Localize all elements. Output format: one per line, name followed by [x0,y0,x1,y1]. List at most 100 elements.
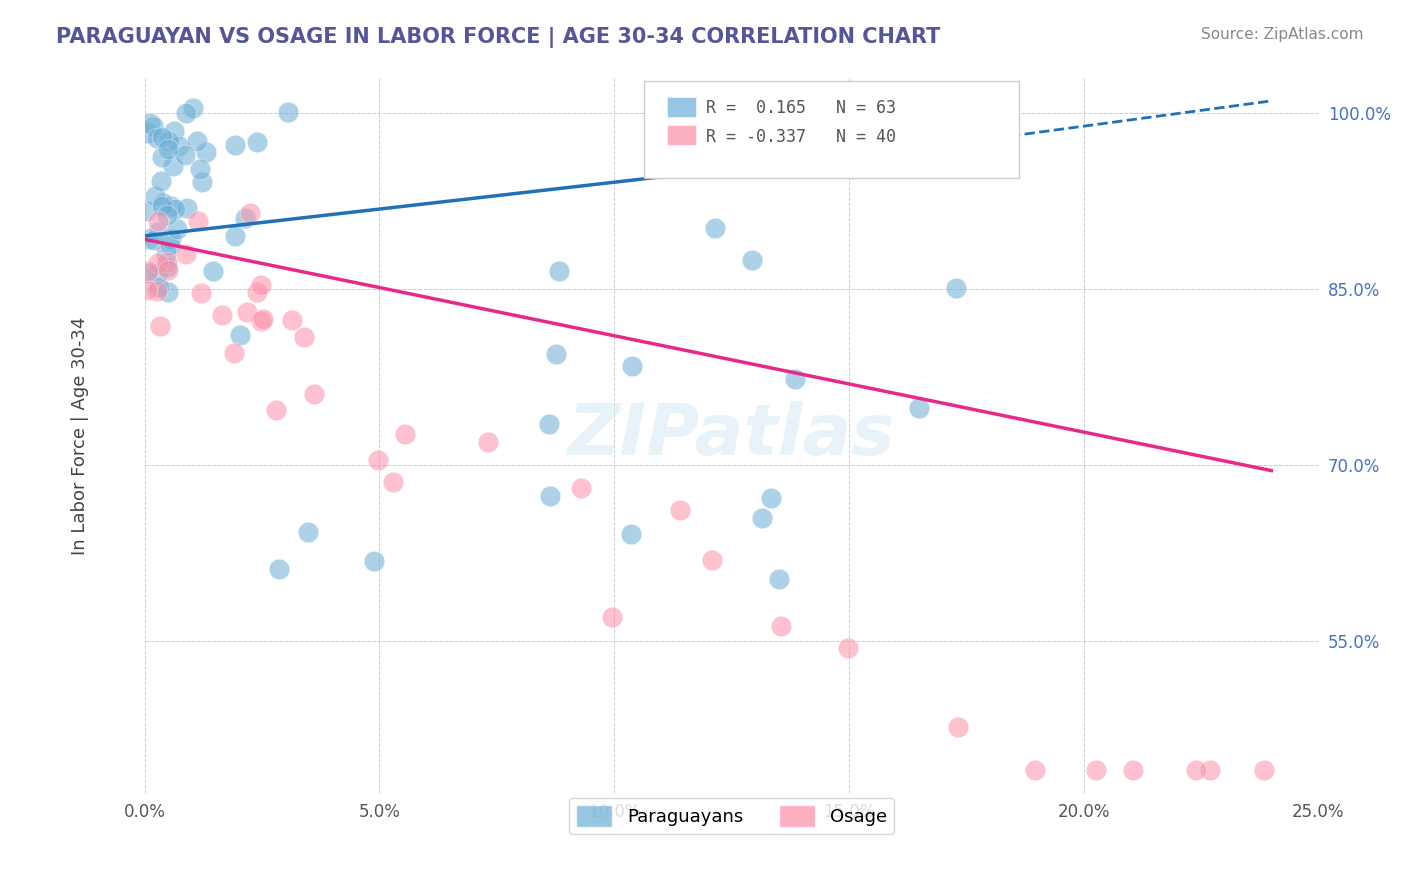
Point [145,267,167,281]
Point [363,554,385,568]
Bar [666,96,696,117]
Point [176,106,198,120]
Point [537,417,560,432]
Point [142,234,165,248]
Point [136,264,159,278]
Point [394,427,416,442]
Text: R = -0.337   N = 40: R = -0.337 N = 40 [706,128,896,146]
Point [146,225,169,239]
Point [146,214,169,228]
Point [211,308,233,322]
Point [143,189,166,203]
Point [236,305,259,319]
Point [157,285,180,300]
Point [246,135,269,149]
Point [156,208,179,222]
Point [224,346,246,360]
Point [277,104,299,119]
Point [620,527,643,541]
Point [544,347,567,361]
Point [250,278,273,293]
Point [146,131,169,145]
Point [741,253,763,268]
Point [167,138,190,153]
Point [1253,763,1275,777]
Point [152,196,174,211]
Point [224,228,246,243]
Point [769,619,792,633]
Point [946,720,969,734]
Point [668,503,690,517]
Point [160,199,183,213]
Point [136,283,159,297]
Point [187,214,209,228]
Point [181,101,204,115]
Point [194,145,217,160]
Point [163,124,186,138]
Point [302,387,325,401]
Point [136,232,159,246]
Point [166,222,188,236]
Text: ZIPatlas: ZIPatlas [568,401,896,470]
Point [176,201,198,215]
Point [148,279,170,293]
Point [150,198,173,212]
Point [150,129,173,144]
Point [202,264,225,278]
Point [155,246,177,260]
Point [159,238,181,252]
Point [159,232,181,246]
Point [250,314,273,328]
Point [136,266,159,280]
FancyBboxPatch shape [644,81,1019,178]
Point [1085,763,1108,777]
Point [761,491,783,505]
Point [1024,763,1046,777]
Point [569,481,592,495]
Point [264,403,287,417]
Point [190,285,212,300]
Point [150,174,173,188]
Bar [666,126,696,145]
Point [190,175,212,189]
Point [224,138,246,153]
Point [837,640,859,655]
Point [188,161,211,176]
Point [367,453,389,467]
Point [229,327,252,342]
Point [548,264,571,278]
Point [233,211,256,225]
Point [186,134,208,148]
Point [477,435,499,450]
Point [174,246,197,260]
Point [135,204,157,219]
Point [156,260,179,275]
Point [945,281,967,295]
Legend: Paraguayans, Osage: Paraguayans, Osage [569,798,894,834]
Point [751,511,773,525]
Point [150,150,173,164]
Point [292,330,315,344]
Point [146,256,169,270]
Point [142,119,165,133]
Point [600,610,623,624]
Point [785,372,807,386]
Text: Source: ZipAtlas.com: Source: ZipAtlas.com [1201,27,1364,42]
Point [149,319,172,334]
Point [156,255,179,269]
Point [1199,763,1222,777]
Point [1184,763,1206,777]
Point [252,311,274,326]
Point [382,475,405,489]
Point [174,148,197,162]
Point [163,202,186,216]
Point [621,359,644,374]
Point [702,553,724,567]
Point [538,489,561,503]
Point [267,562,290,576]
Point [157,135,180,149]
Point [136,126,159,140]
Text: PARAGUAYAN VS OSAGE IN LABOR FORCE | AGE 30-34 CORRELATION CHART: PARAGUAYAN VS OSAGE IN LABOR FORCE | AGE… [56,27,941,48]
Point [246,285,269,300]
Text: R =  0.165   N = 63: R = 0.165 N = 63 [706,99,896,117]
